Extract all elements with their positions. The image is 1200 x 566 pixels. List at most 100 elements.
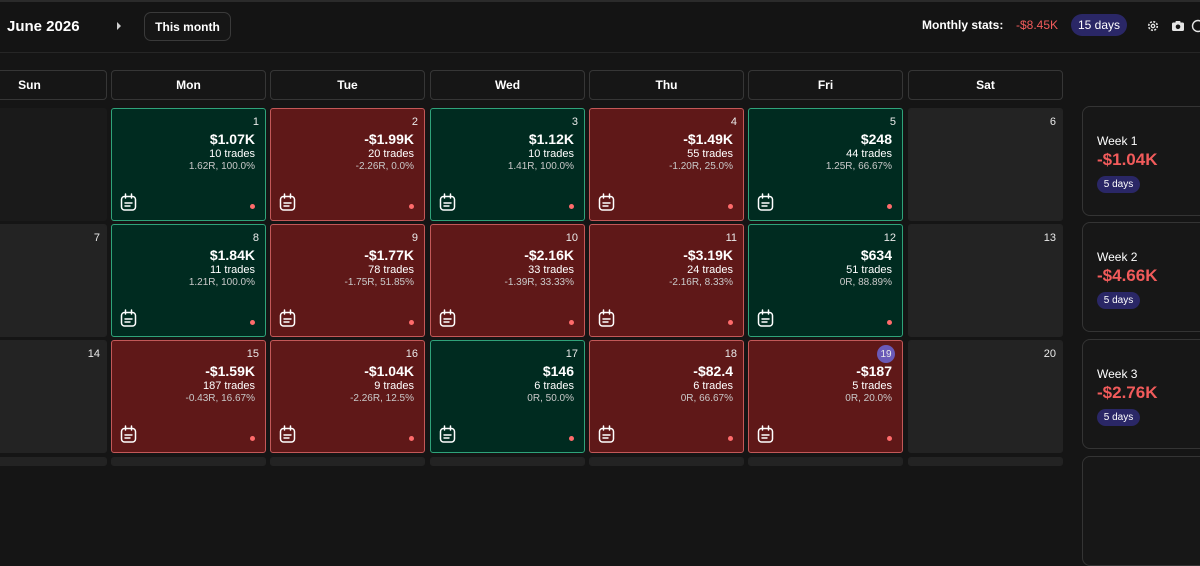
day-pnl: $146 (527, 364, 574, 380)
week-label: Week 3 (1097, 367, 1137, 381)
day-trade-count: 10 trades (508, 148, 574, 160)
day-trade-count: 44 trades (826, 148, 892, 160)
day-pnl: -$82.4 (681, 364, 733, 380)
journal-calendar-icon[interactable] (598, 425, 615, 444)
day-cell[interactable]: 20 (908, 340, 1063, 453)
day-number: 6 (1050, 116, 1056, 128)
day-cell[interactable] (430, 457, 585, 466)
day-r-winrate: -1.20R, 25.0% (669, 161, 733, 172)
day-pnl: $1.07K (189, 132, 255, 148)
weekday-header-tue: Tue (270, 70, 425, 100)
day-trade-count: 78 trades (345, 264, 415, 276)
day-trade-count: 20 trades (356, 148, 414, 160)
day-pnl: -$2.16K (505, 248, 575, 264)
weekday-header-fri: Fri (748, 70, 903, 100)
gear-icon[interactable] (1146, 19, 1160, 33)
journal-calendar-icon[interactable] (279, 309, 296, 328)
day-cell[interactable]: 7 (0, 224, 107, 337)
journal-calendar-icon[interactable] (439, 309, 456, 328)
camera-icon[interactable] (1171, 19, 1185, 33)
day-pnl: -$1.77K (345, 248, 415, 264)
week-label: Week 1 (1097, 134, 1137, 148)
journal-calendar-icon[interactable] (120, 193, 137, 212)
status-dot (728, 320, 733, 325)
journal-calendar-icon[interactable] (757, 193, 774, 212)
day-number: 9 (412, 232, 418, 244)
journal-calendar-icon[interactable] (439, 193, 456, 212)
weekday-header-wed: Wed (430, 70, 585, 100)
monthly-pnl: -$8.45K (1016, 18, 1058, 32)
this-month-button[interactable]: This month (144, 12, 231, 41)
day-trade-count: 6 trades (527, 380, 574, 392)
day-cell[interactable] (270, 457, 425, 466)
status-dot (728, 204, 733, 209)
day-r-winrate: 1.21R, 100.0% (189, 277, 255, 288)
day-cell[interactable] (0, 108, 107, 221)
day-number: 17 (566, 348, 578, 360)
day-cell[interactable]: 6 (908, 108, 1063, 221)
journal-calendar-icon[interactable] (757, 309, 774, 328)
month-title: June 2026 (7, 18, 80, 35)
day-r-winrate: 0R, 88.89% (840, 277, 892, 288)
day-number: 12 (884, 232, 896, 244)
day-trade-count: 5 trades (845, 380, 892, 392)
day-number: 1 (253, 116, 259, 128)
day-number: 14 (88, 348, 100, 360)
next-month-icon[interactable] (113, 18, 125, 34)
day-cell[interactable] (0, 457, 107, 466)
journal-calendar-icon[interactable] (279, 193, 296, 212)
day-number: 10 (566, 232, 578, 244)
journal-calendar-icon[interactable] (439, 425, 456, 444)
journal-calendar-icon[interactable] (279, 425, 296, 444)
journal-calendar-icon[interactable] (120, 309, 137, 328)
day-trade-count: 24 trades (669, 264, 733, 276)
journal-calendar-icon[interactable] (598, 309, 615, 328)
day-cell[interactable] (589, 457, 744, 466)
day-number: 2 (412, 116, 418, 128)
day-cell[interactable]: 13 (908, 224, 1063, 337)
day-number: 15 (247, 348, 259, 360)
day-cell[interactable] (111, 457, 266, 466)
journal-calendar-icon[interactable] (757, 425, 774, 444)
info-icon[interactable] (1191, 19, 1200, 33)
week-summary-card[interactable] (1082, 456, 1200, 566)
day-number: 4 (731, 116, 737, 128)
day-cell[interactable]: 14 (0, 340, 107, 453)
week-label: Week 2 (1097, 250, 1137, 264)
week-summary-card[interactable]: Week 3 -$2.76K 5 days (1082, 339, 1200, 449)
weekday-header-thu: Thu (589, 70, 744, 100)
day-r-winrate: -1.39R, 33.33% (505, 277, 575, 288)
week-days-badge: 5 days (1097, 409, 1140, 426)
day-number: 13 (1044, 232, 1056, 244)
day-cell[interactable] (748, 457, 903, 466)
week-pnl: -$2.76K (1097, 383, 1157, 403)
status-dot (409, 204, 414, 209)
journal-calendar-icon[interactable] (120, 425, 137, 444)
day-pnl: -$187 (845, 364, 892, 380)
journal-calendar-icon[interactable] (598, 193, 615, 212)
day-cell[interactable] (908, 457, 1063, 466)
